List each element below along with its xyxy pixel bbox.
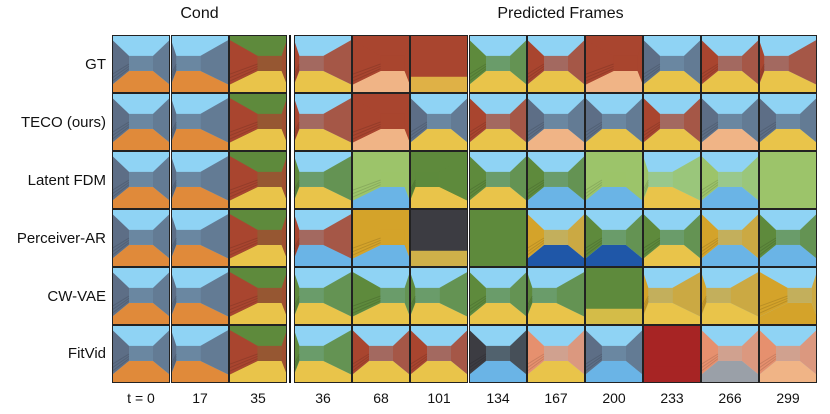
frame-thumbnail — [293, 267, 352, 325]
frame-thumbnail — [228, 325, 287, 383]
method-label-fitvid: FitVid — [67, 345, 106, 362]
frame-thumbnail — [351, 93, 410, 151]
frame-grid — [111, 35, 817, 383]
cond-header: Cond — [180, 5, 219, 22]
frame-thumbnail — [758, 267, 817, 325]
timestep-label: 35 — [250, 390, 266, 406]
method-label-gt: GT — [85, 56, 106, 73]
timestep-label: 68 — [373, 390, 389, 406]
predicted-frames-header: Predicted Frames — [497, 5, 624, 22]
frame-thumbnail — [643, 325, 701, 383]
frame-thumbnail — [468, 267, 527, 325]
frame-thumbnail — [293, 325, 352, 383]
frame-thumbnail — [642, 267, 701, 325]
frame-thumbnail — [642, 93, 701, 151]
frame-thumbnail — [170, 209, 229, 267]
timestep-label: 101 — [427, 390, 451, 406]
frame-thumbnail — [293, 93, 352, 151]
frame-thumbnail — [700, 151, 759, 209]
timestep-label: 233 — [660, 390, 684, 406]
frame-thumbnail — [228, 267, 287, 325]
frame-thumbnail — [409, 151, 468, 209]
frame-thumbnail — [111, 267, 170, 325]
frame-thumbnail — [170, 267, 229, 325]
frame-thumbnail — [642, 151, 701, 209]
frame-thumbnail — [410, 35, 468, 93]
timestep-label: 167 — [544, 390, 568, 406]
timestep-label: 36 — [315, 390, 331, 406]
frame-thumbnail — [526, 325, 585, 383]
frame-thumbnail — [351, 151, 410, 209]
frame-thumbnail — [700, 267, 759, 325]
frame-thumbnail — [111, 35, 170, 93]
frame-thumbnail — [111, 151, 170, 209]
frame-thumbnail — [584, 93, 643, 151]
frame-thumbnail — [293, 151, 352, 209]
frame-thumbnail — [351, 325, 410, 383]
frame-thumbnail — [409, 325, 468, 383]
frame-thumbnail — [758, 325, 817, 383]
method-label-latent-fdm: Latent FDM — [27, 172, 106, 189]
frame-thumbnail — [293, 35, 352, 93]
frame-thumbnail — [526, 267, 585, 325]
frame-thumbnail — [351, 35, 410, 93]
frame-thumbnail — [584, 151, 643, 209]
frame-thumbnail — [642, 35, 701, 93]
frame-thumbnail — [351, 209, 410, 267]
timestep-label: 17 — [192, 390, 208, 406]
frame-thumbnail — [758, 93, 817, 151]
timestep-label: 200 — [602, 390, 626, 406]
frame-thumbnail — [759, 151, 817, 209]
frame-thumbnail — [584, 325, 643, 383]
frame-thumbnail — [758, 209, 817, 267]
frame-thumbnail — [228, 209, 287, 267]
timestep-label: 134 — [486, 390, 510, 406]
frame-thumbnail — [111, 325, 170, 383]
frame-thumbnail — [468, 35, 527, 93]
frame-thumbnail — [409, 93, 468, 151]
frame-thumbnail — [526, 151, 585, 209]
frame-thumbnail — [170, 151, 229, 209]
frame-thumbnail — [468, 93, 527, 151]
timestep-label: t = 0 — [127, 390, 155, 406]
frame-thumbnail — [758, 35, 817, 93]
frame-thumbnail — [585, 267, 643, 325]
frame-thumbnail — [293, 209, 352, 267]
frame-thumbnail — [642, 209, 701, 267]
frame-thumbnail — [700, 35, 759, 93]
method-label-teco: TECO (ours) — [20, 114, 106, 131]
frame-thumbnail — [468, 151, 527, 209]
frame-thumbnail — [228, 35, 287, 93]
frame-thumbnail — [409, 267, 468, 325]
frame-thumbnail — [170, 35, 229, 93]
frame-thumbnail — [170, 325, 229, 383]
frame-thumbnail — [170, 93, 229, 151]
frame-thumbnail — [469, 209, 527, 267]
method-label-perceiver-ar: Perceiver-AR — [16, 230, 106, 247]
timestep-label: 266 — [718, 390, 742, 406]
frame-thumbnail — [228, 93, 287, 151]
frame-thumbnail — [526, 93, 585, 151]
frame-thumbnail — [526, 209, 585, 267]
frame-thumbnail — [111, 209, 170, 267]
frame-thumbnail — [700, 325, 759, 383]
frame-thumbnail — [700, 93, 759, 151]
frame-thumbnail — [468, 325, 527, 383]
frame-thumbnail — [111, 93, 170, 151]
frame-thumbnail — [584, 35, 643, 93]
frame-thumbnail — [228, 151, 287, 209]
frame-thumbnail — [351, 267, 410, 325]
frame-thumbnail — [410, 209, 468, 267]
frame-thumbnail — [584, 209, 643, 267]
frame-thumbnail — [526, 35, 585, 93]
method-label-cw-vae: CW-VAE — [47, 288, 106, 305]
timestep-label: 299 — [776, 390, 800, 406]
frame-thumbnail — [700, 209, 759, 267]
